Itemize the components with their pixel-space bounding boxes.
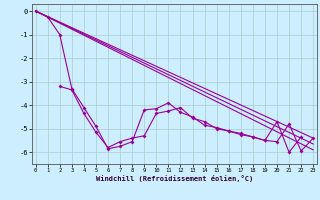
X-axis label: Windchill (Refroidissement éolien,°C): Windchill (Refroidissement éolien,°C) xyxy=(96,175,253,182)
